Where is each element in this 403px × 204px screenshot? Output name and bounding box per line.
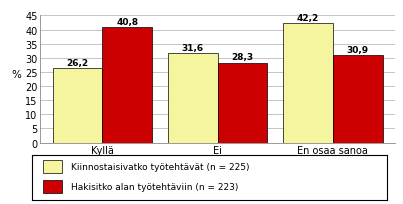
Bar — [168, 54, 218, 143]
Bar — [333, 56, 382, 143]
Bar — [102, 28, 152, 143]
Text: Hakisitko alan työtehtäviin (n = 223): Hakisitko alan työtehtäviin (n = 223) — [71, 182, 239, 191]
FancyBboxPatch shape — [43, 180, 62, 193]
Bar — [283, 24, 333, 143]
X-axis label: Mielipide (kaikki vastaajat): Mielipide (kaikki vastaajat) — [147, 161, 288, 171]
Y-axis label: %: % — [12, 70, 22, 80]
FancyBboxPatch shape — [43, 160, 62, 173]
Bar — [218, 63, 267, 143]
Text: 28,3: 28,3 — [231, 53, 253, 62]
Text: 31,6: 31,6 — [182, 43, 204, 52]
Text: 30,9: 30,9 — [347, 45, 369, 54]
Text: 42,2: 42,2 — [297, 13, 319, 22]
Bar — [53, 69, 102, 143]
Text: 40,8: 40,8 — [116, 18, 138, 27]
Text: 26,2: 26,2 — [66, 59, 89, 68]
Text: Kiinnostaisivatko työtehtävät (n = 225): Kiinnostaisivatko työtehtävät (n = 225) — [71, 162, 250, 171]
